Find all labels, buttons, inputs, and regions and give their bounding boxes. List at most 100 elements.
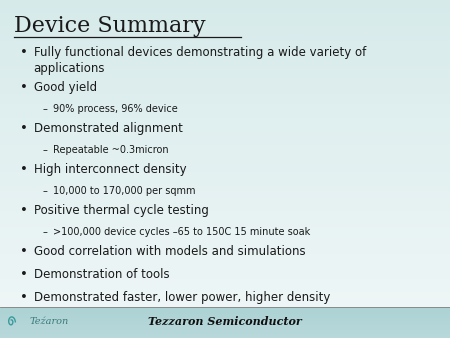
Bar — [0, 209, 450, 210]
Bar — [0, 199, 450, 201]
Bar — [0, 71, 450, 73]
Bar — [0, 264, 450, 265]
Bar — [0, 289, 450, 290]
Bar — [0, 13, 450, 15]
Bar — [0, 24, 450, 25]
Bar — [0, 40, 450, 41]
Text: 10,000 to 170,000 per sqmm: 10,000 to 170,000 per sqmm — [53, 186, 196, 196]
Bar — [0, 227, 450, 228]
Bar — [0, 16, 450, 17]
Bar — [0, 300, 450, 301]
Bar — [0, 121, 450, 123]
Bar — [0, 308, 450, 309]
Bar — [0, 283, 450, 284]
Bar — [0, 313, 450, 314]
Bar — [0, 3, 450, 4]
Bar — [0, 100, 450, 102]
Bar — [0, 217, 450, 218]
Bar — [0, 61, 450, 62]
Bar — [0, 29, 450, 30]
Bar — [0, 268, 450, 269]
Bar — [0, 165, 450, 166]
Bar — [0, 314, 450, 316]
Bar — [0, 112, 450, 114]
Bar — [0, 128, 450, 129]
Bar — [0, 305, 450, 306]
Bar — [0, 293, 450, 294]
Bar — [0, 120, 450, 121]
Bar — [0, 59, 450, 61]
Bar — [0, 331, 450, 333]
Bar — [0, 296, 450, 297]
Bar — [0, 25, 450, 26]
Bar — [0, 303, 450, 304]
Bar — [0, 129, 450, 131]
Bar — [0, 306, 450, 308]
Text: •: • — [20, 81, 28, 94]
Bar — [0, 86, 450, 87]
Bar — [0, 147, 450, 148]
Text: Demonstrated alignment: Demonstrated alignment — [34, 122, 183, 135]
Bar — [0, 10, 450, 12]
Bar — [0, 107, 450, 108]
Bar — [0, 220, 450, 222]
Bar — [0, 132, 450, 134]
Text: Good correlation with models and simulations: Good correlation with models and simulat… — [34, 245, 306, 258]
Bar — [0, 35, 450, 37]
Bar — [0, 0, 450, 1]
Bar — [0, 91, 450, 92]
Bar — [0, 111, 450, 112]
Text: Positive thermal cycle testing: Positive thermal cycle testing — [34, 204, 209, 217]
Bar — [0, 334, 450, 335]
Text: Device Summary: Device Summary — [14, 15, 205, 37]
Bar — [0, 95, 450, 96]
Bar — [0, 243, 450, 244]
Bar — [0, 108, 450, 110]
Bar — [0, 28, 450, 29]
Bar — [0, 310, 450, 312]
Bar — [0, 182, 450, 184]
Bar — [0, 116, 450, 118]
Bar — [0, 191, 450, 193]
Bar — [0, 206, 450, 207]
Bar — [0, 33, 450, 34]
Bar — [0, 110, 450, 111]
Bar — [0, 259, 450, 260]
Bar — [0, 197, 450, 198]
Bar — [0, 150, 450, 152]
Bar — [0, 90, 450, 91]
Bar — [0, 218, 450, 219]
Bar — [0, 246, 450, 247]
Bar — [0, 8, 450, 9]
Bar — [0, 333, 450, 334]
Bar — [0, 312, 450, 313]
Bar — [0, 105, 450, 107]
Bar — [0, 103, 450, 104]
Text: 90% process, 96% device: 90% process, 96% device — [53, 104, 178, 114]
Bar — [0, 75, 450, 77]
Text: •: • — [20, 291, 28, 304]
Text: Teźaron: Teźaron — [29, 317, 68, 326]
Bar — [0, 131, 450, 132]
Bar — [0, 256, 450, 258]
Bar — [0, 279, 450, 280]
Bar — [0, 273, 450, 274]
Bar — [0, 190, 450, 191]
Bar — [0, 247, 450, 248]
Bar — [0, 161, 450, 162]
Bar — [0, 224, 450, 226]
Bar — [0, 66, 450, 67]
Bar — [0, 166, 450, 168]
Bar — [0, 321, 450, 322]
Bar — [0, 290, 450, 292]
Bar — [0, 57, 450, 58]
Bar — [0, 127, 450, 128]
Bar — [0, 123, 450, 124]
Bar — [0, 189, 450, 190]
Bar — [0, 325, 450, 326]
Text: •: • — [20, 122, 28, 135]
Bar — [0, 260, 450, 261]
Bar — [0, 195, 450, 197]
Bar — [0, 249, 450, 251]
Bar — [0, 301, 450, 303]
